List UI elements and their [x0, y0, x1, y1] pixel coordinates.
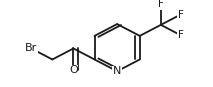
Text: Br: Br — [25, 44, 37, 53]
Text: N: N — [113, 66, 121, 76]
Text: F: F — [177, 30, 183, 40]
Text: F: F — [177, 10, 183, 20]
Text: O: O — [69, 66, 78, 76]
Text: F: F — [158, 0, 164, 9]
